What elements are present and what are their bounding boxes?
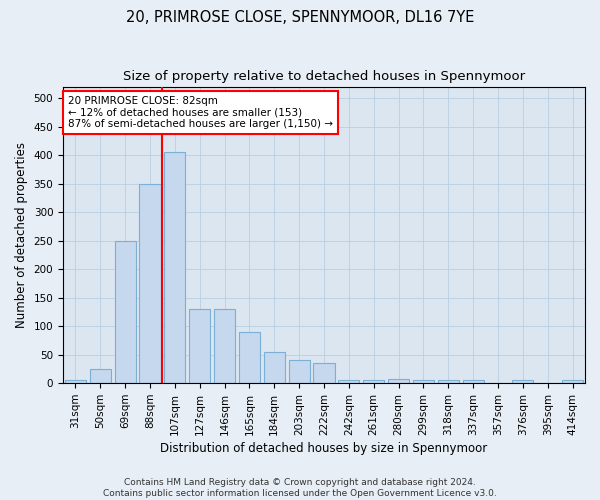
Bar [438,380,459,383]
Bar [239,332,260,383]
Bar [164,152,185,383]
Bar [363,380,384,383]
Bar [264,352,285,383]
X-axis label: Distribution of detached houses by size in Spennymoor: Distribution of detached houses by size … [160,442,488,455]
Bar [338,380,359,383]
Text: 20 PRIMROSE CLOSE: 82sqm
← 12% of detached houses are smaller (153)
87% of semi-: 20 PRIMROSE CLOSE: 82sqm ← 12% of detach… [68,96,333,129]
Y-axis label: Number of detached properties: Number of detached properties [15,142,28,328]
Bar [289,360,310,383]
Bar [139,184,161,383]
Bar [388,378,409,383]
Bar [214,309,235,383]
Bar [65,380,86,383]
Bar [413,380,434,383]
Bar [463,380,484,383]
Bar [512,380,533,383]
Bar [90,369,111,383]
Bar [562,380,583,383]
Text: 20, PRIMROSE CLOSE, SPENNYMOOR, DL16 7YE: 20, PRIMROSE CLOSE, SPENNYMOOR, DL16 7YE [126,10,474,25]
Bar [115,241,136,383]
Bar [313,364,335,383]
Text: Contains HM Land Registry data © Crown copyright and database right 2024.
Contai: Contains HM Land Registry data © Crown c… [103,478,497,498]
Title: Size of property relative to detached houses in Spennymoor: Size of property relative to detached ho… [123,70,525,83]
Bar [189,309,210,383]
